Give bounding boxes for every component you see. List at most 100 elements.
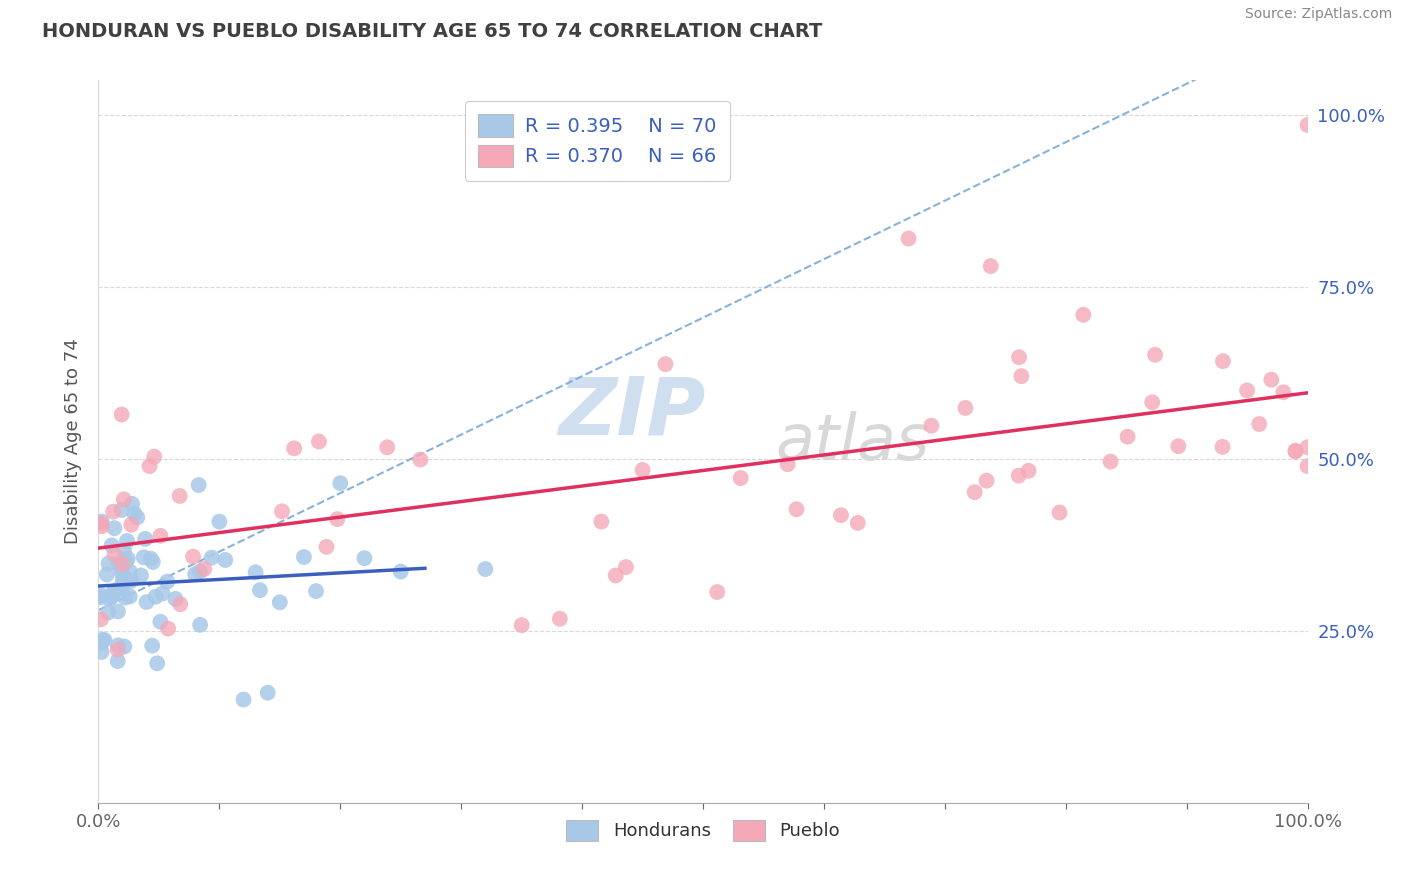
Point	[103, 521, 125, 535]
Point	[142, 555, 165, 569]
Point	[249, 583, 271, 598]
Point	[1212, 354, 1234, 368]
Point	[706, 585, 728, 599]
Point	[169, 489, 191, 503]
Point	[326, 512, 349, 526]
Text: Source: ZipAtlas.com: Source: ZipAtlas.com	[1244, 7, 1392, 21]
Point	[120, 517, 142, 532]
Point	[1071, 308, 1094, 322]
Point	[1144, 348, 1167, 362]
Point	[1116, 430, 1139, 444]
Point	[631, 463, 654, 477]
Point	[135, 595, 157, 609]
Point	[112, 640, 135, 654]
Point	[1167, 439, 1189, 453]
Point	[510, 618, 533, 632]
Point	[256, 686, 278, 700]
Legend: Hondurans, Pueblo: Hondurans, Pueblo	[558, 813, 848, 848]
Point	[1008, 350, 1031, 364]
Point	[100, 538, 122, 552]
Point	[181, 549, 204, 564]
Point	[90, 636, 112, 650]
Point	[730, 471, 752, 485]
Point	[111, 566, 134, 581]
Point	[1008, 468, 1031, 483]
Point	[127, 510, 149, 524]
Point	[548, 612, 571, 626]
Point	[980, 259, 1002, 273]
Point	[101, 590, 124, 604]
Point	[124, 507, 146, 521]
Point	[375, 440, 398, 454]
Point	[245, 566, 267, 580]
Point	[188, 617, 211, 632]
Y-axis label: Disability Age 65 to 74: Disability Age 65 to 74	[65, 339, 83, 544]
Point	[830, 508, 852, 523]
Point	[308, 434, 330, 449]
Point	[115, 554, 138, 568]
Point	[201, 550, 224, 565]
Text: atlas: atlas	[776, 410, 929, 473]
Point	[1018, 464, 1040, 478]
Point	[146, 657, 169, 671]
Point	[152, 586, 174, 600]
Point	[269, 595, 291, 609]
Point	[110, 561, 132, 575]
Point	[149, 615, 172, 629]
Point	[101, 586, 124, 600]
Point	[141, 639, 163, 653]
Text: HONDURAN VS PUEBLO DISABILITY AGE 65 TO 74 CORRELATION CHART: HONDURAN VS PUEBLO DISABILITY AGE 65 TO …	[42, 22, 823, 41]
Point	[93, 632, 115, 647]
Point	[271, 504, 294, 518]
Point	[976, 474, 998, 488]
Point	[107, 642, 129, 657]
Point	[156, 574, 179, 589]
Point	[208, 515, 231, 529]
Point	[1296, 118, 1319, 132]
Point	[111, 408, 134, 422]
Point	[654, 357, 676, 371]
Point	[1099, 454, 1122, 468]
Point	[103, 548, 125, 562]
Point	[107, 604, 129, 618]
Point	[846, 516, 869, 530]
Point	[132, 550, 155, 565]
Point	[118, 565, 141, 579]
Point	[107, 557, 129, 571]
Point	[1272, 385, 1295, 400]
Point	[1236, 384, 1258, 398]
Point	[111, 503, 134, 517]
Point	[111, 558, 134, 572]
Point	[776, 457, 799, 471]
Point	[149, 529, 172, 543]
Point	[157, 622, 180, 636]
Point	[90, 515, 112, 529]
Point	[184, 567, 207, 582]
Point	[232, 692, 254, 706]
Point	[1296, 440, 1319, 454]
Point	[963, 485, 986, 500]
Point	[955, 401, 977, 415]
Point	[305, 584, 328, 599]
Point	[1010, 369, 1032, 384]
Point	[115, 533, 138, 548]
Point	[121, 497, 143, 511]
Point	[409, 452, 432, 467]
Point	[107, 654, 129, 668]
Point	[1249, 417, 1271, 431]
Point	[1142, 395, 1164, 409]
Point	[112, 543, 135, 558]
Point	[91, 632, 114, 647]
Point	[117, 574, 139, 589]
Point	[90, 612, 112, 626]
Point	[98, 591, 121, 606]
Point	[605, 568, 627, 582]
Point	[193, 562, 215, 576]
Point	[897, 231, 920, 245]
Point	[329, 476, 352, 491]
Point	[120, 574, 142, 588]
Point	[785, 502, 807, 516]
Point	[90, 516, 112, 531]
Point	[188, 565, 211, 579]
Point	[353, 551, 375, 566]
